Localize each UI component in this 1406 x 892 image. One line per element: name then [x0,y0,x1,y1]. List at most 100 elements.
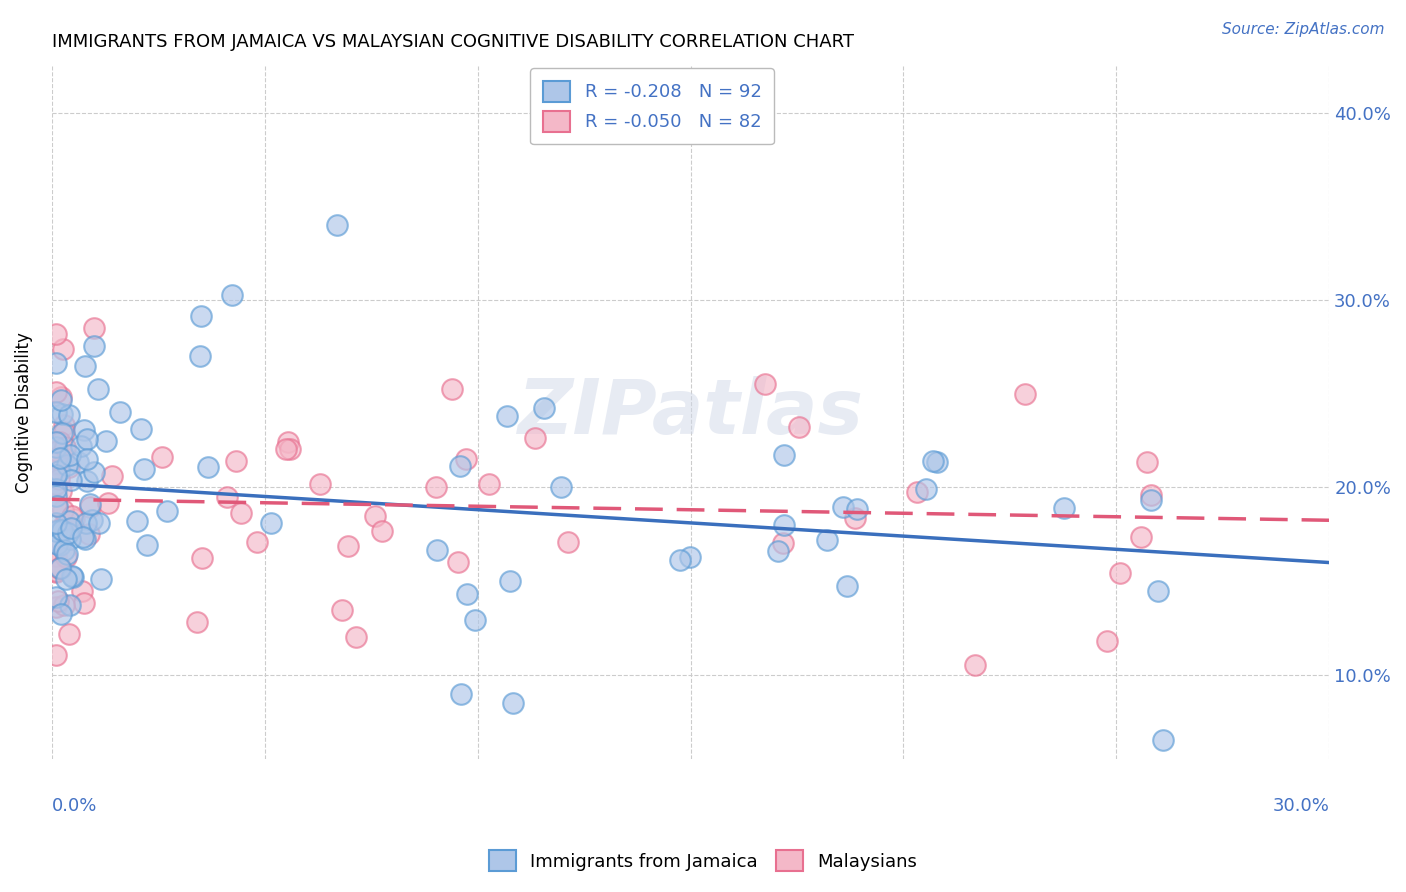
Point [62,570,84,584]
Point [49,538,72,552]
Point [325,219,347,233]
Point [58,514,80,528]
Point [45,555,67,569]
Point [499,574,522,588]
Point [60,521,83,535]
Point [73,596,96,610]
Text: ZIPatlas: ZIPatlas [517,376,863,450]
Point [186,615,208,629]
Point [464,614,486,628]
Point [73,423,96,437]
Point [76,474,98,488]
Point [56,458,79,473]
Point [456,452,478,467]
Point [49,560,72,574]
Text: 30.0%: 30.0% [1272,797,1329,815]
Point [371,524,394,539]
Point [754,376,776,391]
Point [1053,500,1076,515]
Point [278,442,301,456]
Point [49,390,72,404]
Point [76,452,98,467]
Point [426,542,449,557]
Point [550,480,572,494]
Point [45,516,67,530]
Point [45,440,67,454]
Point [844,510,866,524]
Point [96,434,118,448]
Point [51,425,73,440]
Point [45,451,67,466]
Point [188,349,211,363]
Point [87,516,110,530]
Point [45,648,67,663]
Point [1152,733,1174,747]
Point [52,342,75,356]
Point [441,382,464,396]
Point [45,549,67,563]
Point [60,508,83,523]
Point [45,498,67,512]
Point [478,477,501,491]
Point [75,532,97,546]
Point [60,473,83,487]
Point [1130,530,1153,544]
Point [73,359,96,373]
Point [155,504,177,518]
Point [48,560,70,574]
Point [260,516,283,530]
Point [45,461,67,475]
Point [59,533,82,547]
Point [49,607,72,622]
Point [787,420,810,434]
Point [330,603,353,617]
Point [52,503,75,517]
Point [59,449,82,463]
Point [136,538,159,552]
Point [274,442,297,456]
Text: 0.0%: 0.0% [52,797,97,815]
Point [225,454,247,468]
Point [45,591,67,605]
Point [49,523,72,537]
Point [190,309,212,323]
Point [53,440,76,454]
Point [63,511,86,525]
Point [83,321,105,335]
Point [669,553,692,567]
Point [45,451,67,466]
Point [48,445,70,459]
Point [58,459,80,474]
Point [75,516,97,531]
Point [1095,633,1118,648]
Point [76,432,98,446]
Point [245,535,267,549]
Point [45,482,67,496]
Point [45,405,67,419]
Point [277,435,299,450]
Point [90,572,112,586]
Point [45,443,67,458]
Point [51,520,73,534]
Point [495,409,517,423]
Y-axis label: Cognitive Disability: Cognitive Disability [15,332,32,493]
Point [45,537,67,551]
Point [51,393,73,408]
Point [129,422,152,436]
Point [52,450,75,464]
Point [97,496,120,510]
Point [53,543,76,558]
Point [52,425,75,439]
Point [46,593,69,607]
Point [772,448,794,462]
Point [45,489,67,503]
Point [837,579,859,593]
Point [346,630,368,644]
Point [921,454,943,468]
Point [55,549,77,564]
Point [450,687,472,701]
Point [308,476,330,491]
Point [45,476,67,491]
Point [1109,566,1132,580]
Point [150,450,173,465]
